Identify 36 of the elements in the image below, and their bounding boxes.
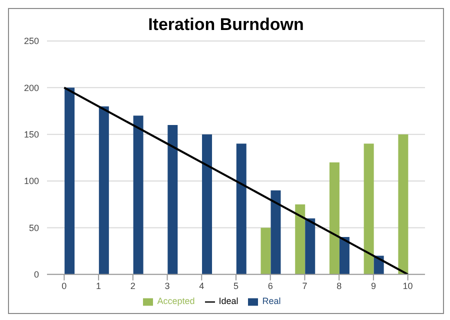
bar (305, 218, 316, 274)
bar (339, 237, 350, 274)
x-tick-label: 10 (402, 280, 413, 291)
bar (295, 204, 306, 274)
bar (260, 228, 271, 274)
x-tick-label: 6 (268, 280, 273, 291)
y-tick-label: 200 (24, 82, 39, 93)
bar (133, 116, 144, 274)
x-tick-label: 3 (164, 280, 170, 291)
bar (98, 106, 109, 274)
bar (329, 162, 340, 274)
bar (168, 125, 178, 274)
legend-label: Accepted (157, 296, 195, 306)
bar (202, 134, 212, 274)
x-tick-label: 7 (302, 280, 308, 291)
x-tick-label: 0 (62, 280, 67, 291)
bar (236, 144, 246, 274)
x-tick-label: 4 (199, 280, 204, 291)
y-tick-label: 250 (24, 36, 39, 46)
x-tick-label: 1 (96, 280, 102, 291)
bar (398, 134, 408, 274)
x-tick-label: 9 (370, 280, 376, 291)
bar (64, 88, 75, 274)
x-tick-label: 5 (233, 280, 239, 291)
y-tick-label: 150 (24, 130, 39, 140)
y-tick-label: 0 (34, 270, 39, 280)
x-tick-label: 8 (336, 280, 342, 291)
y-tick-label: 50 (28, 222, 39, 233)
line-series (63, 86, 409, 274)
legend-label: Ideal (218, 296, 238, 306)
legend-label: Real (262, 296, 281, 306)
bar (270, 190, 281, 274)
x-tick-label: 2 (130, 280, 136, 291)
y-tick-label: 100 (24, 176, 39, 186)
bar (364, 144, 374, 274)
chart-title: Iteration Burndown (147, 14, 305, 35)
